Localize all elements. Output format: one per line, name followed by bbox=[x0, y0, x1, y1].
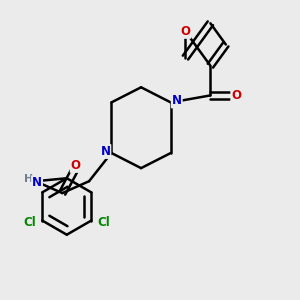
Text: Cl: Cl bbox=[23, 217, 36, 230]
Text: O: O bbox=[181, 25, 190, 38]
Text: H: H bbox=[23, 174, 33, 184]
Text: O: O bbox=[231, 89, 241, 102]
Text: N: N bbox=[172, 94, 182, 107]
Text: N: N bbox=[32, 176, 42, 189]
Text: Cl: Cl bbox=[97, 217, 110, 230]
Text: N: N bbox=[100, 145, 110, 158]
Text: O: O bbox=[71, 159, 81, 172]
